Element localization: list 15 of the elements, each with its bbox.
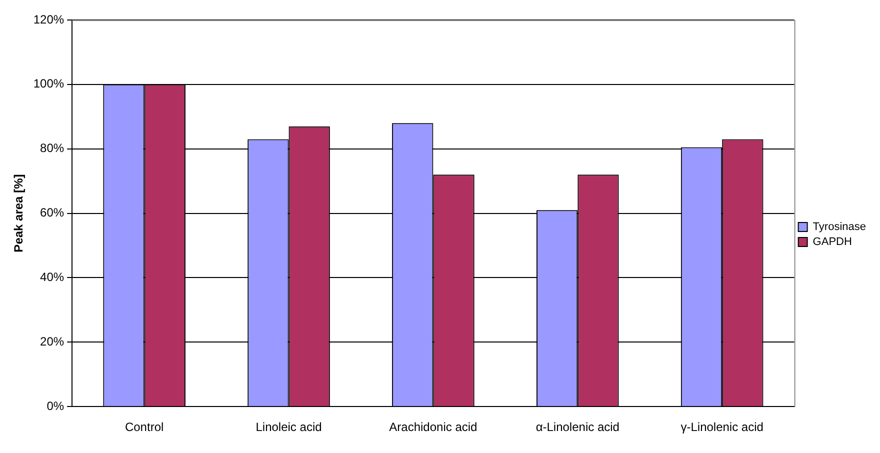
x-tick-label: Arachidonic acid — [389, 420, 478, 434]
y-tick-label: 20% — [40, 334, 64, 348]
y-axis-title: Peak area [%] — [12, 174, 26, 252]
y-tick-label: 40% — [40, 270, 64, 284]
legend-label: GAPDH — [812, 236, 852, 248]
y-tick-label: 60% — [40, 206, 64, 220]
legend-label: Tyrosinase — [812, 221, 866, 234]
x-tick-label: α-Linolenic acid — [536, 420, 620, 434]
y-tick-label: 120% — [33, 12, 64, 26]
y-tick-label: 0% — [46, 398, 64, 413]
x-tick-label: γ-Linolenic acid — [680, 420, 764, 434]
x-tick-label: Linoleic acid — [256, 420, 322, 434]
y-tick-label: 100% — [33, 76, 64, 91]
y-tick-label: 80% — [40, 141, 64, 156]
x-tick-label: Control — [124, 420, 164, 434]
